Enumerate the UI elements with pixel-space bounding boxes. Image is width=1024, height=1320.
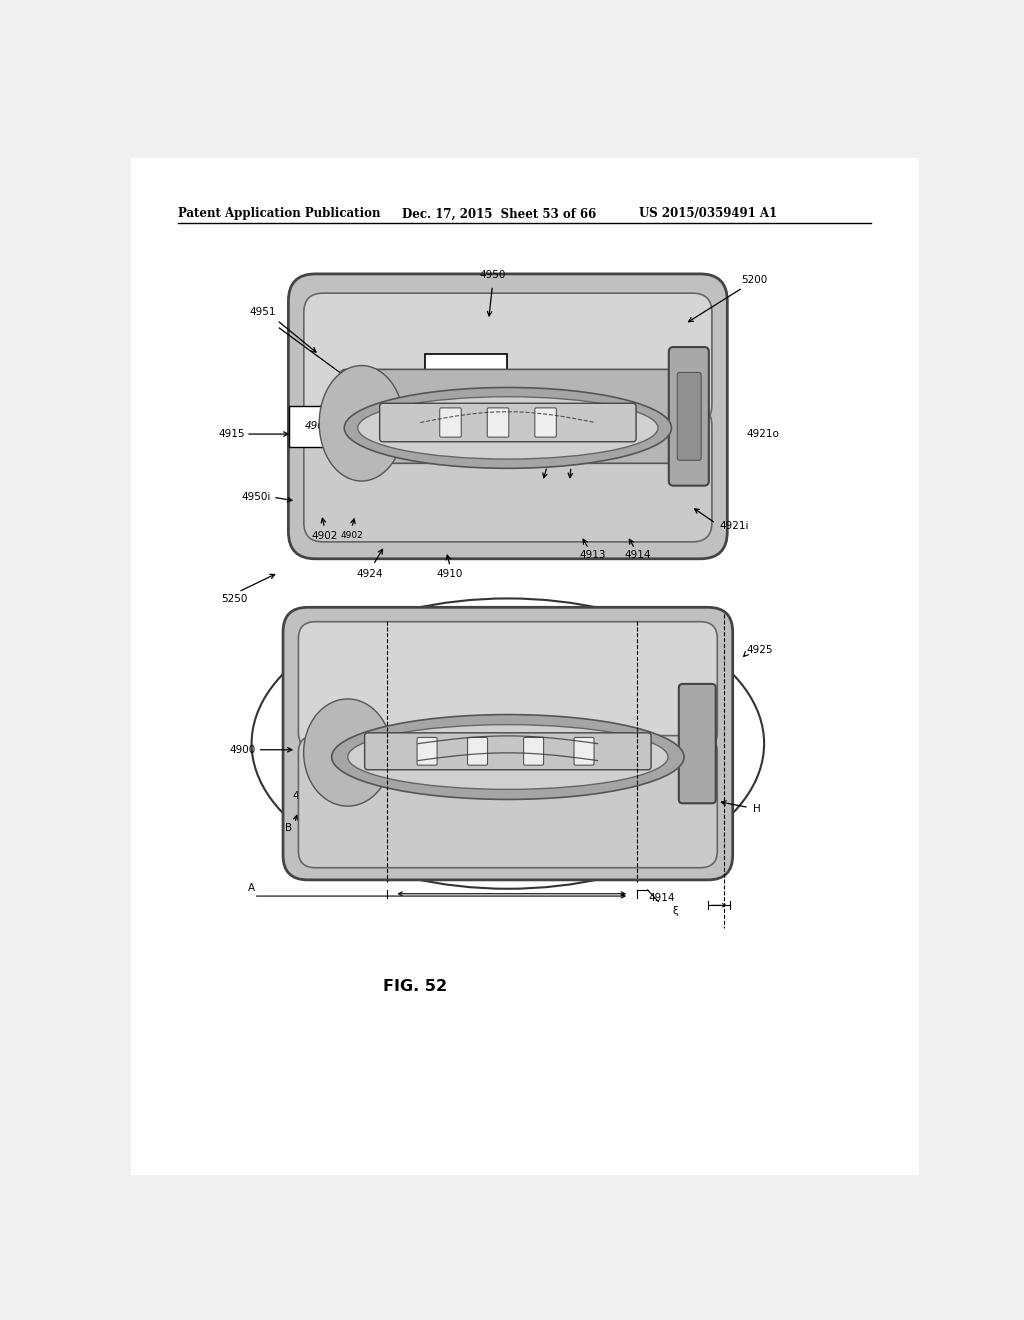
FancyBboxPatch shape (298, 622, 717, 750)
Ellipse shape (348, 725, 668, 789)
FancyBboxPatch shape (669, 347, 709, 486)
Text: 4902: 4902 (550, 760, 573, 770)
Text: 4914: 4914 (624, 550, 650, 560)
Text: 5000: 5000 (460, 705, 492, 718)
FancyBboxPatch shape (380, 404, 636, 442)
Ellipse shape (304, 700, 392, 807)
Text: FIG. 52: FIG. 52 (383, 978, 447, 994)
Text: 4921i: 4921i (720, 521, 750, 532)
Text: F: F (424, 833, 430, 842)
Text: 4900: 4900 (304, 421, 331, 432)
Text: 4921o: 4921o (746, 429, 779, 440)
Text: 4902: 4902 (560, 454, 583, 463)
Text: 4900: 4900 (229, 744, 255, 755)
Text: 4900i: 4900i (478, 455, 504, 465)
Text: C: C (586, 787, 593, 796)
Text: 4902: 4902 (321, 792, 344, 800)
Ellipse shape (344, 388, 672, 469)
Text: Dec. 17, 2015  Sheet 53 of 66: Dec. 17, 2015 Sheet 53 of 66 (401, 207, 596, 220)
Text: 4951: 4951 (250, 308, 276, 317)
Text: ξ: ξ (673, 907, 678, 916)
FancyBboxPatch shape (677, 372, 701, 461)
Text: 4920: 4920 (656, 425, 683, 434)
Text: 4902: 4902 (501, 788, 524, 797)
FancyBboxPatch shape (131, 158, 920, 1175)
Text: 4950: 4950 (495, 657, 521, 668)
FancyBboxPatch shape (574, 738, 594, 766)
Text: 4910s: 4910s (436, 455, 468, 465)
Text: 4902: 4902 (311, 531, 338, 541)
Text: X: X (442, 399, 449, 408)
Text: 5250: 5250 (221, 594, 248, 603)
FancyBboxPatch shape (417, 738, 437, 766)
Text: 4913: 4913 (580, 550, 606, 560)
FancyBboxPatch shape (535, 408, 556, 437)
FancyBboxPatch shape (487, 408, 509, 437)
Text: 4950i: 4950i (242, 492, 270, 502)
Text: 4950: 4950 (479, 271, 506, 280)
Ellipse shape (319, 366, 403, 480)
Text: E: E (366, 833, 373, 842)
Text: Patent Application Publication: Patent Application Publication (178, 207, 381, 220)
FancyBboxPatch shape (304, 293, 712, 424)
Ellipse shape (332, 714, 684, 800)
FancyBboxPatch shape (439, 408, 461, 437)
Text: (W>Y): (W>Y) (480, 426, 511, 437)
Text: W: W (466, 426, 475, 437)
FancyBboxPatch shape (523, 738, 544, 766)
Text: 4914: 4914 (648, 892, 675, 903)
Text: 5000: 5000 (450, 379, 481, 392)
FancyBboxPatch shape (298, 735, 717, 867)
Text: 4902: 4902 (293, 791, 319, 801)
Text: 4925: 4925 (746, 644, 773, 655)
Text: 4924: 4924 (356, 569, 383, 579)
Text: H: H (753, 804, 761, 814)
Text: 4915: 4915 (327, 673, 353, 684)
Text: 4910: 4910 (437, 569, 463, 579)
FancyBboxPatch shape (340, 370, 676, 463)
Text: D: D (458, 801, 466, 812)
Text: US 2015/0359491 A1: US 2015/0359491 A1 (639, 207, 777, 220)
FancyBboxPatch shape (679, 684, 716, 804)
FancyBboxPatch shape (283, 607, 733, 880)
Text: 4902: 4902 (534, 454, 560, 463)
Text: 4920: 4920 (668, 741, 694, 750)
Text: 4925: 4925 (509, 449, 535, 458)
Text: G: G (493, 631, 501, 640)
FancyBboxPatch shape (468, 738, 487, 766)
FancyBboxPatch shape (289, 275, 727, 558)
FancyBboxPatch shape (365, 733, 651, 770)
Text: 4902: 4902 (340, 531, 362, 540)
Ellipse shape (357, 397, 658, 459)
Text: A: A (248, 883, 255, 892)
Text: Y: Y (454, 407, 460, 416)
Text: B: B (285, 824, 292, 833)
FancyBboxPatch shape (304, 407, 712, 543)
Text: 4924: 4924 (372, 791, 398, 801)
Text: 5200: 5200 (741, 275, 767, 285)
Text: 4900i: 4900i (458, 788, 483, 797)
Text: 4915: 4915 (218, 429, 245, 440)
